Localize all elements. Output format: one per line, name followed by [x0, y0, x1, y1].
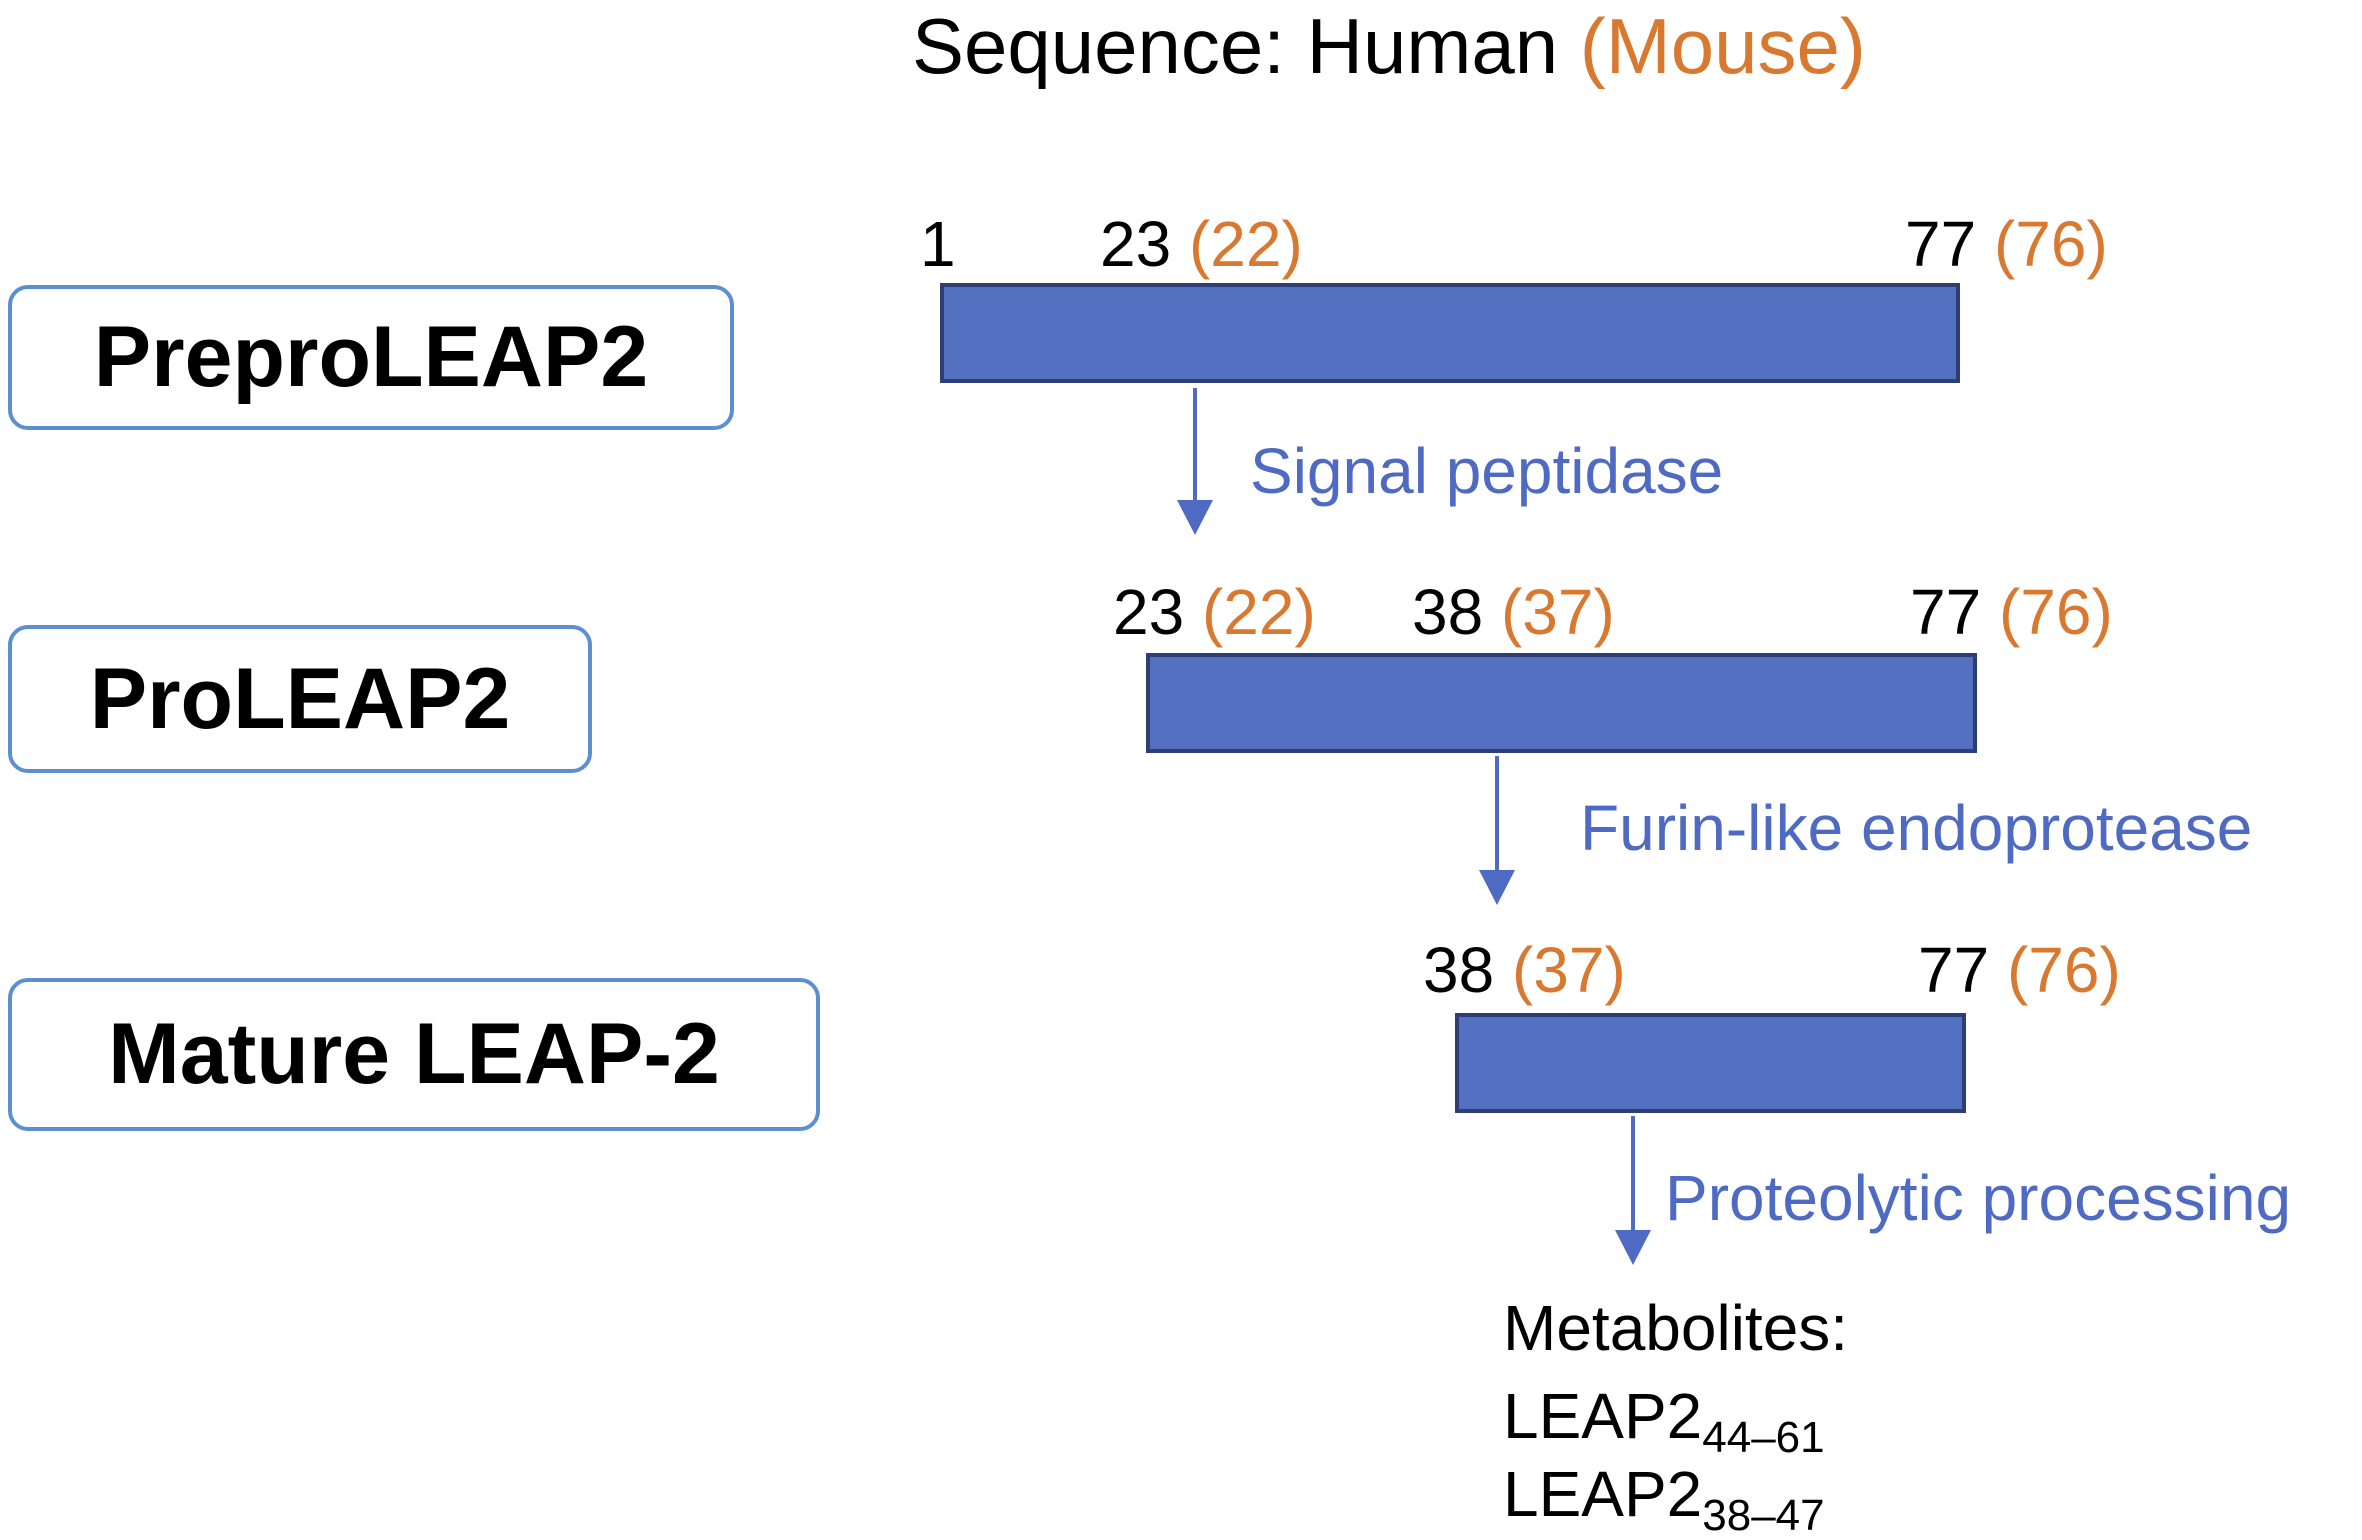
mature-end-label: 77 (76) — [1918, 932, 2121, 1008]
arrow-head-2 — [1479, 870, 1515, 905]
prepro-end-mouse: (76) — [1993, 208, 2108, 280]
legend-mouse-label: (Mouse) — [1579, 2, 1866, 90]
stage-box-preproleap2: PreproLEAP2 — [8, 285, 734, 430]
stage-label-proleap2: ProLEAP2 — [89, 650, 511, 747]
metabolite-range: 44–61 — [1702, 1413, 1825, 1462]
mature-start-label: 38 (37) — [1423, 932, 1626, 1008]
arrow-head-3 — [1615, 1230, 1651, 1265]
stage-box-mature-leap2: Mature LEAP-2 — [8, 978, 820, 1131]
enzyme-proteolytic-processing: Proteolytic processing — [1665, 1162, 2292, 1234]
metabolite-range: 38–47 — [1702, 1491, 1825, 1540]
enzyme-furin-like-endoprotease: Furin-like endoprotease — [1580, 792, 2253, 864]
stage-box-proleap2: ProLEAP2 — [8, 625, 592, 773]
metabolite-item: LEAP244–61 — [1503, 1378, 1825, 1460]
bar-preproleap2 — [940, 283, 1960, 383]
enzyme-signal-peptidase: Signal peptidase — [1250, 435, 1724, 507]
mature-end-human: 77 — [1918, 934, 1990, 1006]
bar-proleap2 — [1146, 653, 1977, 753]
sequence-legend: Sequence: Human (Mouse) — [912, 0, 1866, 92]
pro-start-human: 23 — [1113, 576, 1185, 648]
mature-start-mouse: (37) — [1511, 934, 1626, 1006]
pro-end-human: 77 — [1910, 576, 1982, 648]
metabolite-item: LEAP238–47 — [1503, 1456, 1825, 1538]
pro-end-label: 77 (76) — [1910, 574, 2113, 650]
pro-mid-human: 38 — [1412, 576, 1484, 648]
prepro-end-human: 77 — [1905, 208, 1977, 280]
metabolites-title: Metabolites: — [1503, 1292, 1849, 1364]
mature-start-human: 38 — [1423, 934, 1495, 1006]
pro-mid-mouse: (37) — [1500, 576, 1615, 648]
mature-end-mouse: (76) — [2006, 934, 2121, 1006]
stage-label-preproleap2: PreproLEAP2 — [93, 309, 649, 405]
arrow-head-1 — [1177, 500, 1213, 535]
pro-end-mouse: (76) — [1998, 576, 2113, 648]
pro-start-label: 23 (22) — [1113, 574, 1316, 650]
metabolite-name: LEAP2 — [1503, 1458, 1703, 1530]
prepro-mid-label: 23 (22) — [1100, 206, 1303, 282]
legend-human-label: Sequence: Human — [912, 2, 1580, 90]
metabolite-name: LEAP2 — [1503, 1380, 1703, 1452]
pro-start-mouse: (22) — [1201, 576, 1316, 648]
prepro-mid-human: 23 — [1100, 208, 1172, 280]
prepro-start-human: 1 — [920, 208, 956, 280]
prepro-end-label: 77 (76) — [1905, 206, 2108, 282]
bar-mature-leap2 — [1455, 1013, 1966, 1113]
pro-mid-label: 38 (37) — [1412, 574, 1615, 650]
prepro-mid-mouse: (22) — [1188, 208, 1303, 280]
stage-label-mature-leap2: Mature LEAP-2 — [108, 1006, 720, 1102]
